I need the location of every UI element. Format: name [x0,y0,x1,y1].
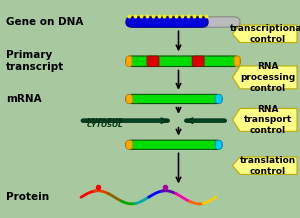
Polygon shape [232,25,297,43]
FancyBboxPatch shape [126,94,222,104]
FancyBboxPatch shape [126,140,222,149]
FancyBboxPatch shape [126,17,208,27]
Text: transcriptional
control: transcriptional control [230,24,300,44]
FancyBboxPatch shape [126,94,133,104]
Polygon shape [232,66,297,89]
FancyBboxPatch shape [234,56,240,66]
Polygon shape [232,157,297,174]
Text: CYTOSOL: CYTOSOL [87,122,124,128]
FancyBboxPatch shape [126,140,133,149]
FancyBboxPatch shape [126,56,240,66]
Polygon shape [232,108,297,131]
FancyBboxPatch shape [147,56,159,66]
FancyBboxPatch shape [126,17,240,27]
FancyBboxPatch shape [126,56,132,66]
Text: NUCLEUS: NUCLEUS [87,118,124,124]
Text: mRNA: mRNA [6,94,42,104]
Text: Primary
transcript: Primary transcript [6,50,64,72]
FancyBboxPatch shape [184,119,226,123]
FancyBboxPatch shape [215,94,222,104]
Text: translation
control: translation control [240,156,296,175]
Text: RNA
transport
control: RNA transport control [244,105,292,135]
FancyBboxPatch shape [192,56,204,66]
Text: RNA
processing
control: RNA processing control [240,62,296,93]
FancyBboxPatch shape [215,140,222,149]
Text: Gene on DNA: Gene on DNA [6,17,83,27]
FancyBboxPatch shape [81,119,169,123]
Text: Protein: Protein [6,192,49,202]
